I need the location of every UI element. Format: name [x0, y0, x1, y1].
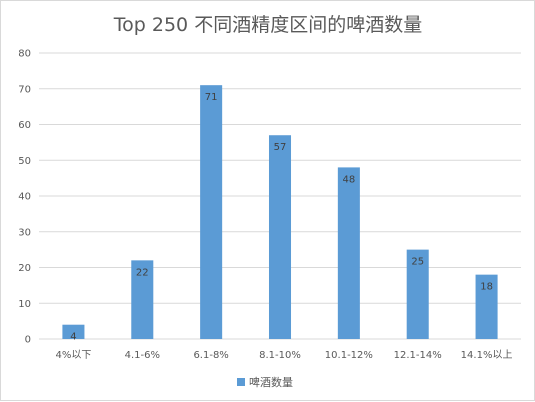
x-tick-label: 14.1%以上 — [461, 349, 513, 361]
data-label: 22 — [136, 267, 149, 278]
x-axis-labels: 4%以下 4.1-6% 6.1-8% 8.1-10% 10.1-12% 12.1-14% 1… — [55, 349, 512, 361]
data-label: 4 — [70, 332, 76, 343]
y-tick-label: 80 — [18, 49, 31, 60]
bar — [406, 249, 429, 339]
bars — [62, 85, 498, 339]
data-label: 18 — [480, 282, 493, 293]
x-tick-label: 4.1-6% — [125, 350, 160, 361]
y-tick-label: 30 — [18, 227, 31, 238]
legend-swatch — [237, 378, 245, 386]
y-tick-label: 10 — [18, 299, 31, 310]
data-label: 25 — [411, 257, 424, 268]
chart-title: Top 250 不同酒精度区间的啤酒数量 — [113, 14, 422, 36]
legend: 啤酒数量 — [237, 375, 293, 389]
data-label: 48 — [342, 174, 355, 185]
bar — [200, 85, 223, 339]
y-tick-label: 20 — [18, 263, 31, 274]
bar — [131, 260, 154, 339]
y-tick-label: 70 — [18, 84, 31, 95]
y-axis-ticks: 0 10 20 30 40 50 60 70 80 — [18, 49, 31, 346]
y-tick-label: 60 — [18, 120, 31, 131]
x-tick-label: 6.1-8% — [193, 350, 228, 361]
data-label: 57 — [274, 142, 287, 153]
y-tick-label: 40 — [18, 192, 31, 203]
y-tick-label: 50 — [18, 156, 31, 167]
bar — [268, 135, 292, 339]
bar — [475, 274, 498, 339]
y-tick-label: 0 — [25, 335, 31, 346]
x-tick-label: 8.1-10% — [259, 350, 301, 361]
x-tick-label: 12.1-14% — [394, 350, 442, 361]
data-label: 71 — [205, 92, 218, 103]
legend-label: 啤酒数量 — [249, 375, 293, 389]
x-tick-label: 10.1-12% — [325, 350, 373, 361]
data-labels: 4 22 71 57 48 25 18 — [70, 92, 493, 343]
x-tick-label: 4%以下 — [55, 350, 91, 361]
bar — [62, 324, 85, 339]
bar — [337, 167, 360, 339]
